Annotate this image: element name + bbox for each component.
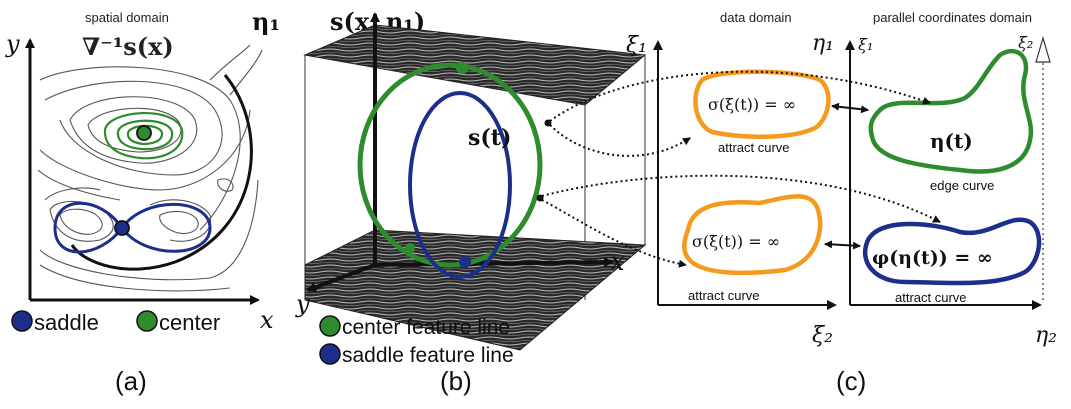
panel-a-saddle-point [114, 220, 130, 236]
panel-b-saddle-feature-line [408, 91, 512, 279]
panel-a-y-label: y [5, 30, 20, 58]
panel-c-green-edge-curve [868, 48, 1034, 174]
panel-b-legend-saddle-icon [319, 343, 341, 365]
panel-a-legend-center: center [159, 310, 220, 335]
panel-c-xi1-label: ξ₁ [626, 33, 647, 58]
panel-b-saddle-dot [459, 256, 471, 268]
panel-a-center-point [136, 125, 152, 141]
panel-c-caption: (c) [836, 366, 866, 396]
panel-b-curve-label: s(t) [468, 125, 511, 151]
panel-a-legend-saddle-icon [11, 310, 33, 332]
panel-c-phi-curve: φ(η(t)) = ∞ [872, 247, 993, 269]
panel-c-xi2-hollow-arrow [1035, 35, 1051, 63]
panel-a-saddle-separatrix [53, 201, 212, 254]
panel-a-legend-saddle: saddle [34, 310, 99, 335]
panel-c-pc-domain-title: parallel coordinates domain [873, 10, 1032, 25]
panel-b-bottom-plane [304, 229, 647, 351]
panel-c-xi1-right-label: ξ₁ [858, 35, 873, 54]
panel-a-caption: (a) [115, 366, 147, 396]
panel-b-top-plane [303, 24, 647, 106]
panel-c-data-domain-title: data domain [720, 10, 792, 25]
panel-c: data domain parallel coordinates domain … [541, 10, 1057, 396]
panel-b-caption: (b) [440, 366, 472, 396]
panel-b-legend-center: center feature line [342, 316, 510, 339]
panel-a-legend-center-icon [136, 310, 158, 332]
panel-c-attract-curve-3: attract curve [895, 290, 967, 305]
panel-c-eta1-label: η₁ [812, 31, 834, 56]
panel-c-xi2-top-label: ξ₂ [1018, 33, 1033, 52]
panel-c-eta-curve: η(t) [930, 129, 973, 153]
panel-b-link-dot-top [544, 119, 552, 127]
panel-a-x-label: x [260, 306, 274, 334]
panel-b-center-feature-line [357, 62, 543, 268]
panel-c-dotted-links [541, 70, 941, 268]
panel-c-double-arrow-bottom [824, 240, 861, 250]
panel-c-sigma-bottom: σ(ξ(t)) = ∞ [692, 232, 780, 251]
panel-a-title: spatial domain [85, 10, 169, 25]
panel-c-double-arrow-top [831, 102, 869, 114]
panel-a: spatial domain ∇⁻¹s(x) y x [5, 10, 274, 396]
panel-b-eta-label: η₁ [252, 7, 280, 36]
panel-c-attract-curve-2: attract curve [688, 288, 760, 303]
panel-b-x-axis [374, 257, 614, 268]
panel-c-blue-phi-curve [862, 217, 1042, 286]
panel-b-link-dot-bottom [536, 194, 544, 202]
panel-b-x-label: x [610, 247, 625, 277]
panel-b-y-axis [306, 263, 376, 292]
panel-c-eta2-label: η₂ [1035, 323, 1057, 348]
panel-c-orange-blob-bottom [682, 194, 823, 276]
panel-b-center-dot-bottom [405, 243, 415, 253]
panel-c-attract-curve-1: attract curve [718, 140, 790, 155]
panel-b-legend-center-icon [319, 315, 341, 337]
panel-c-sigma-top: σ(ξ(t)) = ∞ [708, 95, 796, 114]
panel-a-separatrix [70, 74, 253, 271]
panel-a-formula: ∇⁻¹s(x) [82, 32, 174, 61]
panel-b-center-dot-top [456, 62, 468, 74]
panel-b: η₁ s(x, η₁) x y s(t) [252, 7, 647, 396]
panel-c-edge-curve: edge curve [930, 178, 994, 193]
panel-b-y-label: y [295, 290, 310, 318]
panel-b-legend-saddle: saddle feature line [342, 344, 514, 367]
panel-c-xi2-label: ξ₂ [812, 323, 833, 348]
